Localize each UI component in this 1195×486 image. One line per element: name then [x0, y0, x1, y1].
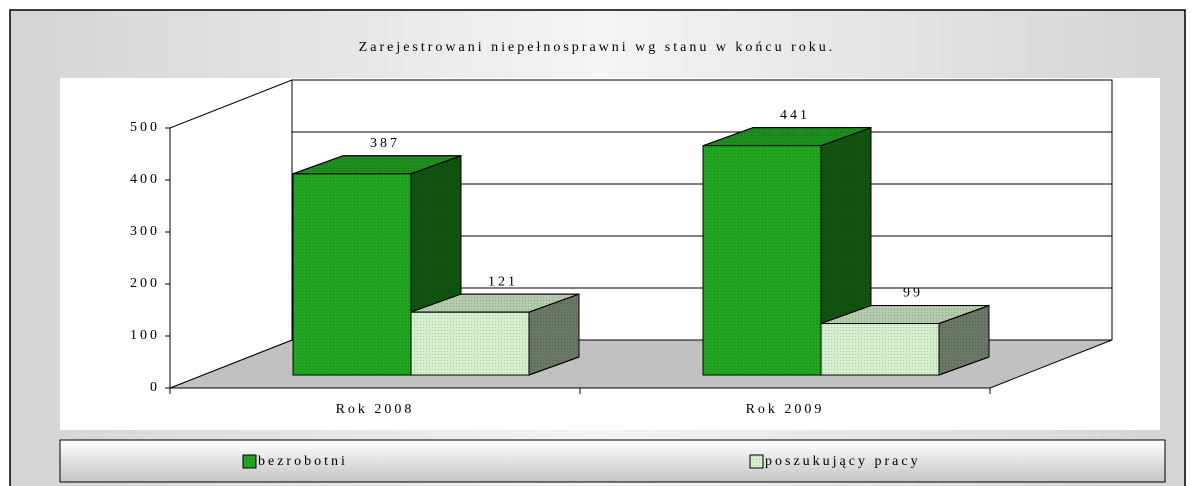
- bar: [410, 293, 580, 376]
- bar-front-texture: [292, 173, 412, 376]
- x-tick-label: Rok 2008: [336, 402, 415, 417]
- y-tick-label: 200: [130, 276, 160, 291]
- value-label: 121: [488, 274, 518, 289]
- bar-front-texture: [410, 311, 530, 376]
- value-label: 99: [903, 286, 923, 301]
- legend-label: poszukujący pracy: [765, 454, 921, 469]
- legend-label: bezrobotni: [258, 454, 348, 469]
- value-label: 441: [780, 108, 810, 123]
- legend-swatch-texture: [750, 455, 763, 468]
- chart-title: Zarejestrowani niepełnosprawni wg stanu …: [359, 40, 836, 55]
- bar-front-texture: [702, 145, 822, 376]
- y-tick-label: 400: [130, 172, 160, 187]
- bar-front-texture: [820, 323, 940, 376]
- legend-box: [59, 439, 1166, 483]
- y-tick-label: 100: [130, 328, 160, 343]
- y-tick-label: 300: [130, 224, 160, 239]
- y-tick-label: 0: [150, 380, 160, 395]
- value-label: 387: [370, 136, 400, 151]
- legend-swatch-texture: [243, 455, 256, 468]
- y-tick-label: 500: [130, 120, 160, 135]
- x-tick-label: Rok 2009: [746, 402, 825, 417]
- bar: [820, 304, 990, 376]
- side-wall: [169, 79, 293, 389]
